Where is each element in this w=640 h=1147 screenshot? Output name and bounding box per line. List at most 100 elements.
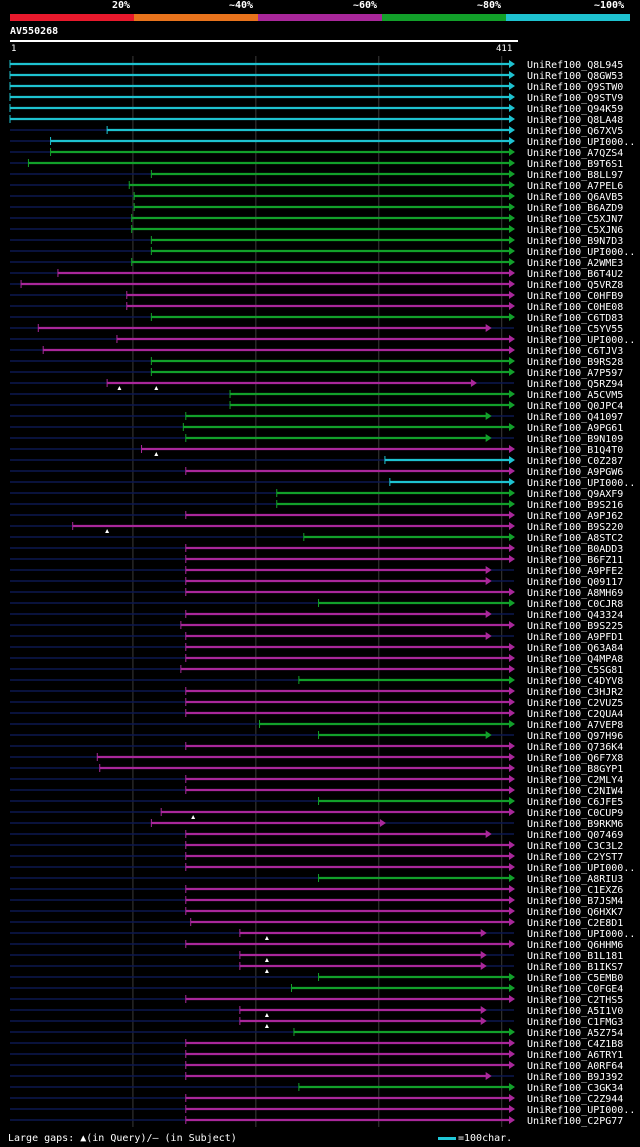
hit-arrow <box>509 775 515 783</box>
legend-segment <box>134 14 259 21</box>
hit-label: UniRef100_C3GK34 <box>527 1083 623 1094</box>
hit-label: UniRef100_C0Z287 <box>527 456 623 467</box>
hit-arrow <box>509 126 515 134</box>
hit-arrow <box>509 588 515 596</box>
query-gap-marker <box>154 386 159 390</box>
hit-label: UniRef100_C0HFB9 <box>527 291 623 302</box>
hit-label: UniRef100_A7VEP8 <box>527 720 623 731</box>
hit-arrow <box>509 82 515 90</box>
hit-arrow <box>485 731 492 739</box>
legend-segment <box>382 14 507 21</box>
hit-label: UniRef100_C0FGE4 <box>527 984 623 995</box>
hit-arrow <box>509 357 515 365</box>
hit-arrow <box>509 500 515 508</box>
hit-label: UniRef100_A9PFE2 <box>527 566 623 577</box>
hit-arrow <box>509 203 515 211</box>
hit-label: UniRef100_A9PFD1 <box>527 632 623 643</box>
hit-label: UniRef100_A8MH69 <box>527 588 623 599</box>
hit-arrow <box>509 159 515 167</box>
hit-arrow <box>509 269 515 277</box>
hit-label: UniRef100_C6JFE5 <box>527 797 623 808</box>
hit-label: UniRef100_B9T6S1 <box>527 159 623 170</box>
hit-arrow <box>509 1083 515 1091</box>
hit-arrow <box>509 665 515 673</box>
hit-label: UniRef100_A5Z754 <box>527 1028 623 1039</box>
hit-arrow <box>509 995 515 1003</box>
hit-label: UniRef100_UPI000.. <box>527 137 635 148</box>
legend-label-80: ~80% <box>477 0 502 11</box>
hit-arrow <box>470 379 477 387</box>
hit-label: UniRef100_Q67XV5 <box>527 126 623 137</box>
hit-label: UniRef100_A7QZS4 <box>527 148 623 159</box>
hit-arrow <box>509 621 515 629</box>
hit-arrow <box>509 368 515 376</box>
hit-arrow <box>509 137 515 145</box>
legend-segment <box>258 14 383 21</box>
query-gap-marker <box>264 1024 269 1028</box>
query-gap-marker <box>264 969 269 973</box>
hit-label: UniRef100_B1Q4T0 <box>527 445 623 456</box>
hit-arrow <box>509 302 515 310</box>
hit-arrow <box>509 214 515 222</box>
hit-label: UniRef100_Q6AVB5 <box>527 192 623 203</box>
hit-arrow <box>480 929 487 937</box>
hit-label: UniRef100_C1FMG3 <box>527 1017 623 1028</box>
hit-label: UniRef100_C3HJR2 <box>527 687 623 698</box>
hit-label: UniRef100_B1L181 <box>527 951 623 962</box>
hit-arrow <box>509 104 515 112</box>
hit-arrow <box>509 423 515 431</box>
hit-label: UniRef100_UPI000.. <box>527 1105 635 1116</box>
identity-legend-labels: 20% ~40% ~60% ~80% ~100% <box>0 0 640 14</box>
hit-label: UniRef100_C2YST7 <box>527 852 623 863</box>
hit-label: UniRef100_Q6HHM6 <box>527 940 623 951</box>
hit-label: UniRef100_C3C3L2 <box>527 841 623 852</box>
hit-label: UniRef100_Q5RZ94 <box>527 379 623 390</box>
hit-arrow <box>480 951 487 959</box>
hit-arrow <box>509 808 515 816</box>
hit-arrow <box>509 1105 515 1113</box>
query-gap-marker <box>154 452 159 456</box>
hit-label: UniRef100_B9S225 <box>527 621 623 632</box>
hit-arrow <box>509 291 515 299</box>
hit-label: UniRef100_A2WME3 <box>527 258 623 269</box>
hit-label: UniRef100_C5XJN6 <box>527 225 623 236</box>
hit-label: UniRef100_Q8L945 <box>527 60 623 71</box>
hit-arrow <box>509 896 515 904</box>
hit-arrow <box>509 192 515 200</box>
hit-label: UniRef100_B0ADD3 <box>527 544 623 555</box>
hit-arrow <box>509 225 515 233</box>
hit-label: UniRef100_Q97H96 <box>527 731 623 742</box>
hit-label: UniRef100_Q4MPA8 <box>527 654 623 665</box>
hit-arrow <box>509 555 515 563</box>
hit-arrow <box>509 390 515 398</box>
hit-arrow <box>509 918 515 926</box>
large-gaps-legend: Large gaps: ▲(in Query)/— (in Subject) <box>8 1133 237 1144</box>
hit-arrow <box>480 962 487 970</box>
hit-label: UniRef100_Q6HXK7 <box>527 907 623 918</box>
query-name: AV550268 <box>10 26 59 37</box>
hit-arrow <box>509 786 515 794</box>
hit-arrow <box>485 566 492 574</box>
hit-label: UniRef100_Q63A84 <box>527 643 623 654</box>
hit-label: UniRef100_UPI000.. <box>527 478 635 489</box>
hit-arrow <box>485 610 492 618</box>
hit-label: UniRef100_Q07469 <box>527 830 623 841</box>
scale-legend: =100char. <box>438 1133 512 1144</box>
hit-arrow <box>509 489 515 497</box>
hit-arrow <box>509 335 515 343</box>
hit-arrow <box>509 852 515 860</box>
hit-arrow <box>509 1028 515 1036</box>
hit-label: UniRef100_Q43324 <box>527 610 623 621</box>
hit-label: UniRef100_C1EXZ6 <box>527 885 623 896</box>
hit-arrow <box>485 412 492 420</box>
hit-label: UniRef100_Q9AXF9 <box>527 489 623 500</box>
hit-arrow <box>509 456 515 464</box>
hit-label: UniRef100_C4DYV8 <box>527 676 623 687</box>
hit-arrow <box>509 346 515 354</box>
hit-label: UniRef100_B9S216 <box>527 500 623 511</box>
hit-arrow <box>485 324 492 332</box>
hit-label: UniRef100_C2NIW4 <box>527 786 623 797</box>
hit-label: UniRef100_A9PG61 <box>527 423 623 434</box>
hit-label: UniRef100_Q8LA48 <box>527 115 623 126</box>
hit-label: UniRef100_B6FZ11 <box>527 555 623 566</box>
